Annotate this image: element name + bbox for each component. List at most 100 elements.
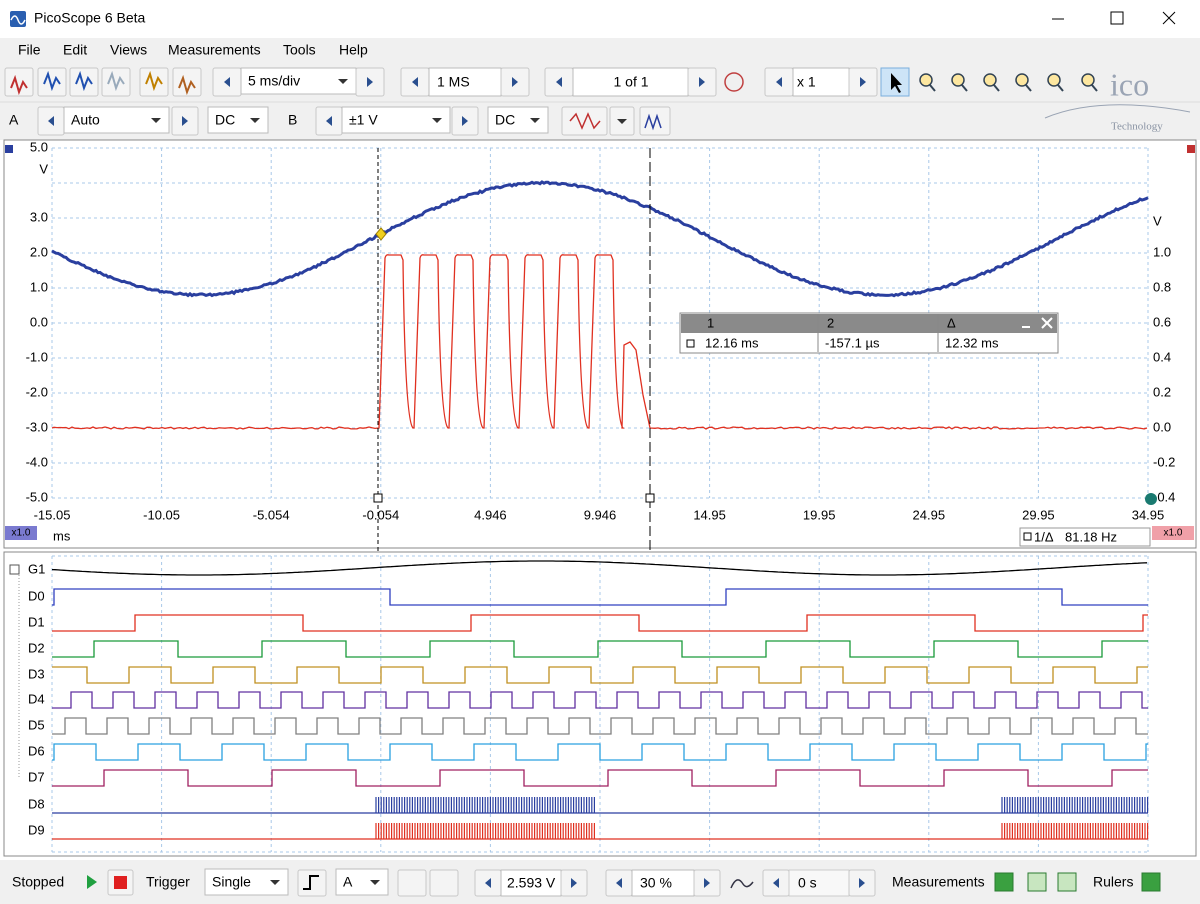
combobox-value: ±1 V [349, 112, 378, 128]
zoom-value: x 1 [797, 74, 816, 90]
ruler-value: 12.32 ms [945, 335, 999, 350]
left-axis-label: 3.0 [30, 209, 48, 224]
view-button[interactable] [38, 68, 66, 96]
digital-channel-label: D8 [28, 796, 45, 811]
x-axis-label: -15.05 [34, 507, 71, 522]
right-zoom: x1.0 [1164, 528, 1183, 539]
title-bar [0, 0, 1200, 38]
x-axis-label: 24.95 [913, 507, 946, 522]
zoom-tool[interactable] [1016, 74, 1028, 86]
rulers-button[interactable] [1142, 873, 1160, 891]
left-axis-label: 0.0 [30, 314, 48, 329]
left-axis-label: -5.0 [26, 489, 48, 504]
zoom-tool[interactable] [1082, 74, 1094, 86]
menu-item[interactable]: Measurements [168, 42, 261, 58]
digital-channel-label: D5 [28, 717, 45, 732]
ruler-header: 1 [707, 315, 714, 330]
digital-channel-label: D1 [28, 614, 45, 629]
right-axis-label: 0.4 [1153, 349, 1171, 364]
digital-channel-label: D7 [28, 769, 45, 784]
ruler-value: 12.16 ms [705, 335, 759, 350]
samples-value: 1 MS [437, 74, 470, 90]
right-axis-label: 0.0 [1153, 419, 1171, 434]
zoom-tool[interactable] [984, 74, 996, 86]
delay-value: 0 s [798, 875, 817, 891]
right-axis-label: 0.6 [1153, 314, 1171, 329]
ruler-handle[interactable] [374, 494, 382, 502]
left-zoom: x1.0 [12, 528, 31, 539]
logo-brand: ico [1110, 66, 1149, 102]
digital-channel-label: G1 [28, 561, 45, 576]
frequency-label: 1/Δ [1034, 529, 1054, 544]
group-collapse[interactable] [10, 565, 19, 574]
channel-a-label: A [9, 112, 19, 128]
logo-tagline: Technology [1111, 121, 1163, 133]
window-title: PicoScope 6 Beta [34, 10, 146, 26]
channel-b-label: B [288, 112, 297, 128]
x-unit: ms [53, 528, 71, 543]
view-button[interactable] [140, 68, 168, 96]
left-axis-label: -2.0 [26, 384, 48, 399]
ruler-handle[interactable] [646, 494, 654, 502]
combobox-value: DC [495, 112, 515, 128]
digital-channel-label: D9 [28, 822, 45, 837]
view-button[interactable] [102, 68, 130, 96]
menu-item[interactable]: Help [339, 42, 368, 58]
right-axis-label: -0.2 [1153, 454, 1175, 469]
zoom-tool[interactable] [920, 74, 932, 86]
ruler-header: 2 [827, 315, 834, 330]
x-axis-label: 4.946 [474, 507, 507, 522]
disabled-button[interactable] [398, 870, 426, 896]
x-axis-label: -10.05 [143, 507, 180, 522]
measurements-label: Measurements [892, 874, 985, 890]
right-axis-label: V [1153, 213, 1162, 228]
pretrigger-value: 30 % [640, 875, 672, 891]
trigger-edge-button[interactable] [298, 870, 326, 896]
digital-channel-label: D0 [28, 588, 45, 603]
menu-item[interactable]: Tools [283, 42, 316, 58]
menu-item[interactable]: Edit [63, 42, 87, 58]
left-axis-label: -1.0 [26, 349, 48, 364]
scope-marker-left [5, 145, 13, 153]
buffer-value: 1 of 1 [613, 74, 648, 90]
left-axis-label: 2.0 [30, 244, 48, 259]
zoom-tool[interactable] [952, 74, 964, 86]
ruler-header: Δ [947, 315, 956, 330]
trigger-label: Trigger [146, 874, 190, 890]
ruler-table-header [681, 314, 1057, 333]
view-button[interactable] [70, 68, 98, 96]
stop-icon [114, 876, 127, 889]
scope-marker-right [1187, 145, 1195, 153]
x-axis-label: 19.95 [803, 507, 836, 522]
menu-item[interactable]: File [18, 42, 41, 58]
disabled-button[interactable] [430, 870, 458, 896]
left-axis-label: 5.0 [30, 139, 48, 154]
combobox-value: Single [212, 874, 251, 890]
x-axis-label: 14.95 [693, 507, 726, 522]
zoom-tool[interactable] [1048, 74, 1060, 86]
digital-channel-label: D6 [28, 743, 45, 758]
frequency-value: 81.18 Hz [1065, 529, 1117, 544]
rulers-label: Rulers [1093, 874, 1133, 890]
run-state: Stopped [12, 874, 64, 890]
x-axis-label: 34.95 [1132, 507, 1165, 522]
menu-item[interactable]: Views [110, 42, 147, 58]
digital-channel-label: D3 [28, 666, 45, 681]
combobox-value: DC [215, 112, 235, 128]
channel-b-offset-handle[interactable] [1145, 493, 1157, 505]
combobox-value: 5 ms/div [248, 73, 300, 89]
combobox-value: A [343, 874, 353, 890]
x-axis-label: 29.95 [1022, 507, 1055, 522]
left-axis-label: 1.0 [30, 279, 48, 294]
x-axis-label: -5.054 [253, 507, 290, 522]
x-axis-label: 9.946 [584, 507, 617, 522]
measurement-button[interactable] [1028, 873, 1046, 891]
right-axis-label: 0.8 [1153, 279, 1171, 294]
x-axis-label: -0.054 [362, 507, 399, 522]
measurement-button[interactable] [1058, 873, 1076, 891]
measurement-button[interactable] [995, 873, 1013, 891]
left-axis-label: V [39, 161, 48, 176]
digital-channel-label: D2 [28, 640, 45, 655]
digital-channel-label: D4 [28, 691, 45, 706]
